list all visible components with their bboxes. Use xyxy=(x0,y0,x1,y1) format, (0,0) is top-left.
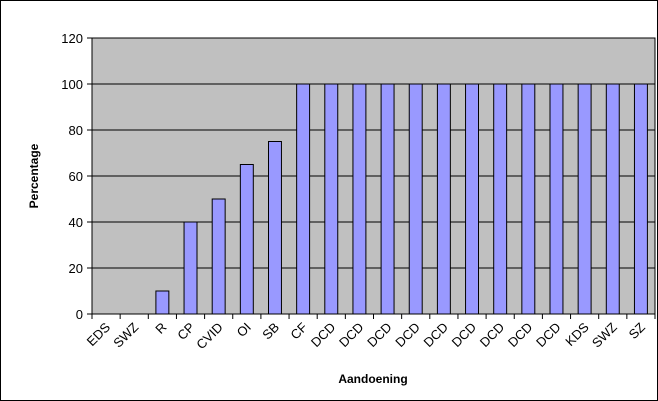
bar xyxy=(493,83,508,315)
bar xyxy=(324,83,339,315)
bar xyxy=(408,83,423,315)
bar xyxy=(296,83,311,315)
y-tick-label: 20 xyxy=(69,261,83,276)
y-tick-label: 80 xyxy=(69,123,83,138)
bar xyxy=(577,83,592,315)
bar xyxy=(465,83,479,315)
x-axis-title: Aandoening xyxy=(338,372,407,386)
bar xyxy=(352,83,367,315)
bar xyxy=(633,83,648,315)
bar xyxy=(436,83,451,315)
y-axis-ticks: 0 20 40 60 80 100 120 xyxy=(61,31,92,322)
y-tick-label: 120 xyxy=(61,31,83,46)
bar xyxy=(211,198,226,315)
bar xyxy=(239,164,254,315)
bar xyxy=(268,141,282,315)
bar xyxy=(183,221,198,315)
y-tick-label: 0 xyxy=(76,307,83,322)
bar xyxy=(521,83,536,315)
y-tick-label: 40 xyxy=(69,215,83,230)
bars xyxy=(155,83,648,315)
bar xyxy=(155,290,170,315)
y-tick-label: 100 xyxy=(61,77,83,92)
y-axis-title: Percentage xyxy=(27,143,41,208)
bar xyxy=(380,83,395,315)
bar xyxy=(605,83,620,315)
y-tick-label: 60 xyxy=(69,169,83,184)
bar xyxy=(549,83,564,315)
